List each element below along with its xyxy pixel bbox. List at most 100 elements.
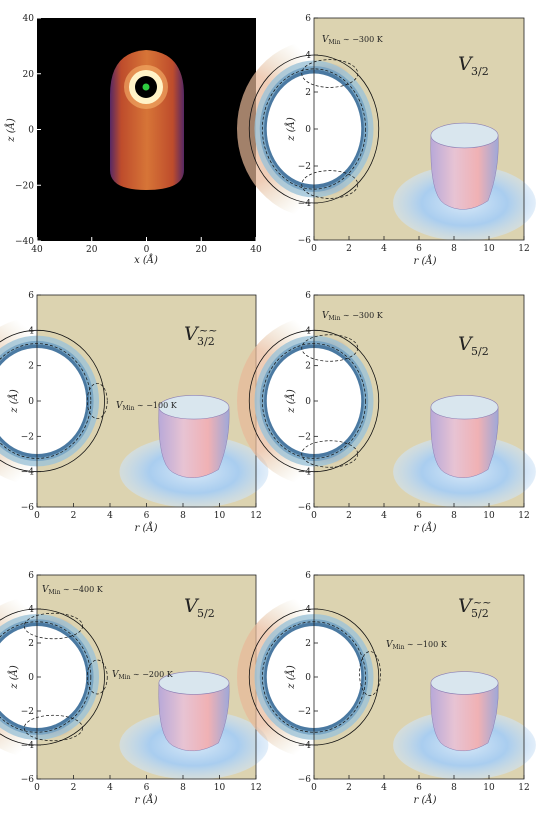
equatorial-well-contour — [86, 659, 108, 695]
z-tick-label: 6 — [28, 571, 34, 581]
z-tick-label: 20 — [23, 70, 35, 80]
r-tick-label: 4 — [107, 511, 113, 521]
z-tick-label: −6 — [298, 503, 312, 513]
z-tick-label: −6 — [298, 236, 312, 246]
r-tick-label: 6 — [416, 783, 422, 793]
well-contour — [301, 334, 359, 362]
z-tick-label: 4 — [28, 605, 34, 615]
panel-a-x-label: x (Å) — [134, 254, 158, 266]
panel-a-z-ticks: 40 20 0 −20 −40 — [15, 14, 41, 247]
r-tick-label: 2 — [346, 783, 352, 793]
r-tick-label: 6 — [144, 783, 150, 793]
z-tick-label: 4 — [305, 326, 311, 336]
z-tick-label: 6 — [28, 291, 34, 301]
r-tick-label: 8 — [451, 783, 457, 793]
r-axis-label: r (Å) — [414, 255, 437, 267]
equatorial-well-contour — [86, 382, 108, 420]
x-tick-label: 0 — [144, 245, 150, 255]
z-tick-label: 0 — [305, 397, 311, 407]
panel-title: V 5/2 — [184, 595, 215, 620]
r-tick-label: 2 — [71, 511, 77, 521]
surface-top-opening — [158, 671, 230, 695]
panel-a: 40 20 0 20 40 40 20 0 −20 −40 x (Å) z (Å) — [5, 14, 262, 266]
r-tick-label: 0 — [34, 783, 40, 793]
title-symbol: V — [184, 595, 200, 617]
z-axis-label: z (Å) — [285, 389, 297, 414]
r-tick-label: 8 — [451, 511, 457, 521]
z-tick-label: −2 — [298, 162, 311, 172]
z-tick-label: 6 — [305, 291, 311, 301]
well-contour — [301, 440, 359, 468]
r-tick-label: 8 — [180, 511, 186, 521]
z-tick-label: 2 — [28, 362, 34, 372]
z-tick-label: 6 — [305, 14, 311, 24]
r-tick-label: 12 — [250, 511, 261, 521]
z-axis-label: z (Å) — [8, 665, 20, 690]
z-tick-label: −4 — [298, 741, 312, 751]
title-subscript: 5/2 — [197, 607, 215, 620]
z-tick-label: 4 — [305, 51, 311, 61]
cavity — [0, 348, 87, 454]
title-subscript: 3/2 — [471, 65, 489, 78]
x-tick-label: 20 — [196, 245, 208, 255]
surface-barrel — [430, 135, 499, 210]
r-tick-label: 0 — [311, 783, 317, 793]
impurity-dot — [142, 83, 150, 91]
r-tick-label: 12 — [518, 511, 529, 521]
panel-a-x-ticks: 40 20 0 20 40 — [31, 237, 262, 255]
equatorial-well-contour — [359, 651, 381, 697]
z-tick-label: 4 — [305, 605, 311, 615]
z-tick-label: 2 — [305, 88, 311, 98]
panel-b: 0 2 4 6 8 10 12 6 4 2 0 −2 −4 −6 r (Å) z (Å) V 3/2 VMin ∼ … — [237, 14, 536, 267]
well-contour — [301, 170, 359, 199]
surface-top-opening — [430, 671, 499, 695]
z-tick-label: −20 — [15, 181, 34, 191]
title-subscript: 5/2 — [471, 345, 489, 358]
z-tick-label: −4 — [21, 741, 35, 751]
z-axis-label: z (Å) — [8, 389, 20, 414]
surface-top-opening — [430, 122, 499, 149]
z-tick-label: −4 — [298, 199, 312, 209]
surface-barrel — [158, 406, 230, 478]
title-symbol: V — [184, 323, 200, 345]
r-tick-label: 4 — [381, 783, 387, 793]
x-tick-label: 20 — [86, 245, 98, 255]
surface-top-opening — [430, 395, 499, 420]
r-tick-label: 10 — [483, 511, 495, 521]
well-contour — [23, 612, 83, 640]
z-tick-label: −40 — [15, 237, 34, 247]
panel-title: V 5/2 — [458, 333, 489, 358]
title-symbol: V — [458, 595, 474, 617]
x-tick-label: 40 — [250, 245, 262, 255]
surface-barrel — [158, 682, 230, 752]
r-tick-label: 0 — [311, 511, 317, 521]
r-tick-label: 12 — [518, 244, 529, 254]
panel-e: 0 2 4 6 8 10 12 6 4 2 0 −2 −4 −6 r (Å) z (Å) V 5/2 VMin ∼ … — [0, 571, 269, 806]
r-tick-label: 12 — [518, 783, 529, 793]
panel-title: V 3/2 — [458, 53, 489, 78]
r-tick-label: 6 — [416, 511, 422, 521]
cavity — [0, 626, 87, 728]
r-tick-label: 4 — [381, 511, 387, 521]
z-tick-label: −2 — [21, 432, 34, 442]
r-tick-label: 8 — [180, 783, 186, 793]
vmin-annotation: VMin ∼ −200 K — [112, 670, 174, 681]
z-tick-label: −6 — [21, 775, 35, 785]
z-tick-label: −6 — [21, 503, 35, 513]
r-axis-label: r (Å) — [414, 794, 437, 806]
r-tick-label: 0 — [311, 244, 317, 254]
title-symbol: V — [458, 333, 474, 355]
title-subscript: 5/2 — [471, 607, 489, 620]
panel-d: 0 2 4 6 8 10 12 6 4 2 0 −2 −4 −6 r (Å) z (Å) V 5/2 VMin ∼ … — [237, 291, 536, 534]
z-tick-label: −2 — [298, 707, 311, 717]
panel-title: V 3/2~~ — [184, 323, 217, 348]
z-tick-label: 0 — [28, 126, 34, 136]
panel-a-z-label: z (Å) — [5, 118, 17, 143]
r-tick-label: 12 — [250, 783, 261, 793]
z-tick-label: −4 — [21, 468, 35, 478]
r-axis-label: r (Å) — [414, 522, 437, 534]
z-tick-label: 0 — [305, 125, 311, 135]
z-tick-label: 2 — [305, 362, 311, 372]
well-contour — [23, 714, 83, 742]
